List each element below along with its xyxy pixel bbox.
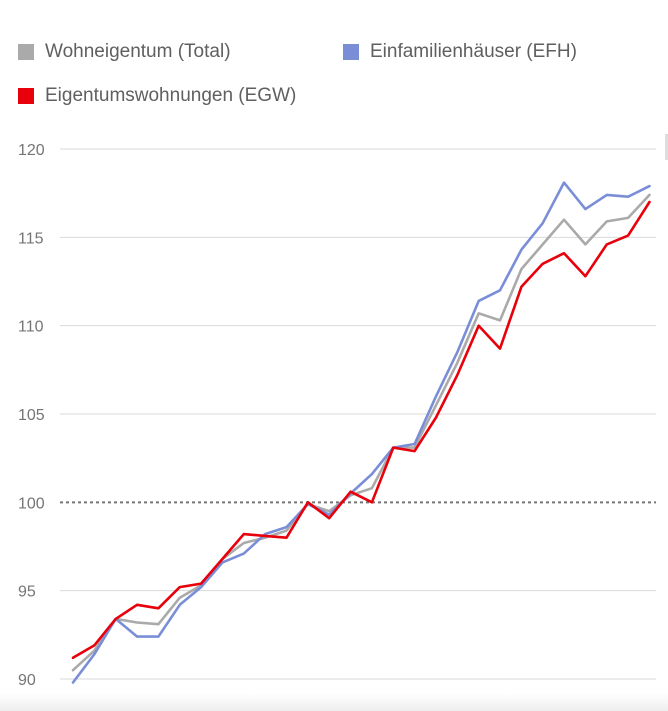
legend-item-egw[interactable]: Eigentumswohnungen (EGW)	[18, 85, 296, 107]
y-tick-label-100: 100	[18, 495, 45, 512]
chart-gridlines	[60, 148, 656, 680]
legend-item-efh[interactable]: Einfamilienhäuser (EFH)	[343, 41, 577, 63]
series-line-total[interactable]	[71, 193, 651, 672]
y-tick-label-105: 105	[18, 407, 45, 424]
bottom-fade	[0, 693, 668, 711]
y-tick-label-95: 95	[18, 584, 36, 601]
legend-item-total[interactable]: Wohneigentum (Total)	[18, 41, 231, 63]
legend-label-efh: Einfamilienhäuser (EFH)	[370, 41, 577, 62]
series-line-egw[interactable]	[71, 200, 651, 660]
legend-label-total: Wohneigentum (Total)	[45, 41, 231, 62]
chart-series-lines	[71, 181, 651, 684]
legend-swatch-total	[18, 44, 34, 60]
y-axis-tick-labels: 120 115 110 105 100 95 90	[18, 142, 45, 689]
chart-legend: Wohneigentum (Total) Einfamilienhäuser (…	[0, 0, 668, 120]
y-tick-label-120: 120	[18, 142, 45, 159]
scrollbar-edge	[665, 134, 668, 160]
y-tick-label-110: 110	[18, 319, 44, 336]
series-line-efh[interactable]	[71, 181, 651, 684]
legend-swatch-egw	[18, 88, 34, 104]
legend-label-egw: Eigentumswohnungen (EGW)	[45, 85, 297, 106]
legend-swatch-efh	[343, 44, 359, 60]
y-tick-label-90: 90	[18, 672, 36, 689]
y-tick-label-115: 115	[18, 230, 44, 247]
